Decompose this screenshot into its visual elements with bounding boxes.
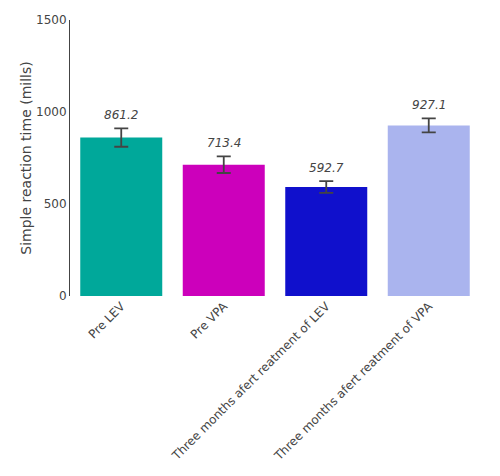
svg-text:Three months afert reatment of: Three months afert reatment of LEV xyxy=(169,299,333,463)
svg-text:1000: 1000 xyxy=(36,105,67,119)
svg-text:713.4: 713.4 xyxy=(207,136,241,150)
svg-text:0: 0 xyxy=(59,289,67,303)
svg-text:1500: 1500 xyxy=(36,13,67,27)
svg-text:592.7: 592.7 xyxy=(309,161,344,175)
svg-text:500: 500 xyxy=(44,197,67,211)
svg-text:Three months afert reatment of: Three months afert reatment of VPA xyxy=(271,299,436,464)
svg-text:927.1: 927.1 xyxy=(412,98,446,112)
svg-text:Pre VPA: Pre VPA xyxy=(188,299,231,342)
svg-text:861.2: 861.2 xyxy=(104,108,138,122)
svg-text:Simple reaction time (mills): Simple reaction time (mills) xyxy=(18,61,34,254)
svg-text:Pre LEV: Pre LEV xyxy=(86,299,129,342)
